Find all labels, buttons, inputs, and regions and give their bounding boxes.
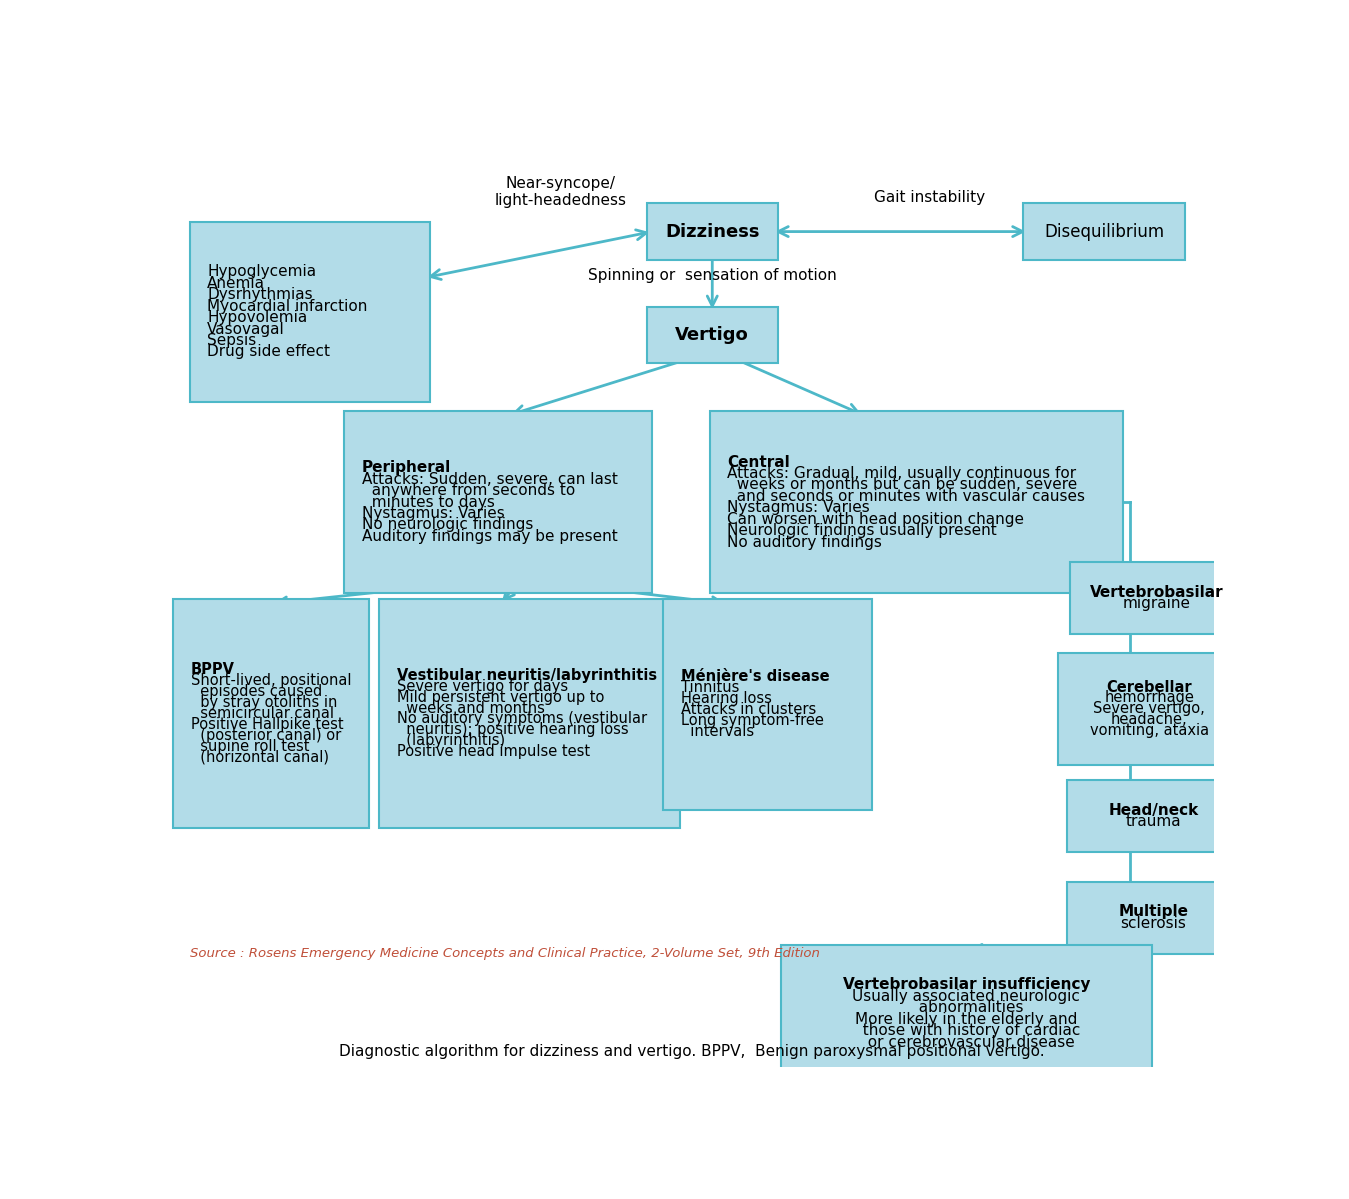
- Text: Attacks in clusters: Attacks in clusters: [681, 703, 816, 717]
- Text: Positive head impulse test: Positive head impulse test: [397, 745, 590, 759]
- FancyBboxPatch shape: [1067, 781, 1240, 852]
- FancyBboxPatch shape: [664, 600, 873, 809]
- Text: Neurologic findings usually present: Neurologic findings usually present: [727, 523, 997, 538]
- Text: Hypovolemia: Hypovolemia: [208, 311, 308, 325]
- Text: Myocardial infarction: Myocardial infarction: [208, 299, 368, 314]
- Text: Mild persistent vertigo up to: Mild persistent vertigo up to: [397, 689, 604, 705]
- Text: intervals: intervals: [681, 724, 754, 739]
- Text: weeks and months: weeks and months: [397, 700, 545, 716]
- Text: hemorrhage: hemorrhage: [1105, 691, 1194, 705]
- Text: semicircular canal: semicircular canal: [190, 706, 333, 721]
- Text: Auditory findings may be present: Auditory findings may be present: [362, 529, 618, 544]
- Text: Nystagmus: Varies: Nystagmus: Varies: [727, 500, 870, 516]
- Text: (horizontal canal): (horizontal canal): [190, 749, 329, 765]
- Text: Positive Hallpike test: Positive Hallpike test: [190, 717, 343, 731]
- Text: minutes to days: minutes to days: [362, 495, 494, 510]
- Text: migraine: migraine: [1122, 596, 1191, 611]
- Text: Vasovagal: Vasovagal: [208, 321, 285, 337]
- FancyBboxPatch shape: [1070, 562, 1242, 634]
- Text: sclerosis: sclerosis: [1121, 916, 1186, 930]
- Text: Multiple: Multiple: [1118, 904, 1188, 920]
- FancyBboxPatch shape: [1058, 652, 1241, 765]
- Text: by stray otoliths in: by stray otoliths in: [190, 695, 337, 710]
- Text: and seconds or minutes with vascular causes: and seconds or minutes with vascular cau…: [727, 489, 1086, 504]
- Text: Nystagmus: Varies: Nystagmus: Varies: [362, 506, 505, 522]
- Text: neuritis); positive hearing loss: neuritis); positive hearing loss: [397, 722, 629, 737]
- Text: Near-syncope/
light-headedness: Near-syncope/ light-headedness: [495, 176, 627, 209]
- Text: Tinnitus: Tinnitus: [681, 680, 739, 695]
- FancyBboxPatch shape: [1067, 881, 1240, 953]
- Text: Hypoglycemia: Hypoglycemia: [208, 265, 317, 279]
- Text: Severe vertigo for days: Severe vertigo for days: [397, 679, 568, 694]
- Text: trauma: trauma: [1125, 814, 1182, 830]
- Text: Dizziness: Dizziness: [665, 223, 759, 241]
- FancyBboxPatch shape: [189, 222, 430, 402]
- Text: No neurologic findings: No neurologic findings: [362, 518, 533, 532]
- Text: Spinning or  sensation of motion: Spinning or sensation of motion: [588, 269, 836, 283]
- Text: abnormalities: abnormalities: [909, 1000, 1024, 1016]
- Text: vomiting, ataxia: vomiting, ataxia: [1090, 723, 1209, 739]
- Text: Vertigo: Vertigo: [676, 326, 749, 344]
- Text: Central: Central: [727, 454, 791, 470]
- Text: weeks or months but can be sudden, severe: weeks or months but can be sudden, sever…: [727, 477, 1078, 493]
- Text: Head/neck: Head/neck: [1109, 803, 1199, 818]
- Text: More likely in the elderly and: More likely in the elderly and: [855, 1012, 1078, 1026]
- FancyBboxPatch shape: [781, 945, 1152, 1081]
- Text: Drug side effect: Drug side effect: [208, 344, 331, 360]
- Text: Vertebrobasilar: Vertebrobasilar: [1090, 585, 1224, 600]
- Text: Diagnostic algorithm for dizziness and vertigo. BPPV,  Benign paroxysmal positio: Diagnostic algorithm for dizziness and v…: [339, 1044, 1044, 1059]
- Text: Sepsis: Sepsis: [208, 333, 256, 348]
- Text: Dysrhythmias: Dysrhythmias: [208, 288, 313, 302]
- Text: Cerebellar: Cerebellar: [1106, 680, 1193, 694]
- Text: No auditory findings: No auditory findings: [727, 535, 882, 549]
- Text: Disequilibrium: Disequilibrium: [1044, 223, 1164, 241]
- Text: Vestibular neuritis/labyrinthitis: Vestibular neuritis/labyrinthitis: [397, 668, 657, 682]
- Text: Gait instability: Gait instability: [874, 189, 985, 205]
- FancyBboxPatch shape: [648, 203, 777, 260]
- Text: Vertebrobasilar insufficiency: Vertebrobasilar insufficiency: [843, 977, 1090, 993]
- Text: Hearing loss: Hearing loss: [681, 692, 772, 706]
- FancyBboxPatch shape: [344, 411, 652, 594]
- Text: Usually associated neurologic: Usually associated neurologic: [853, 989, 1081, 1004]
- Text: Long symptom-free: Long symptom-free: [681, 713, 824, 728]
- Text: Severe vertigo,: Severe vertigo,: [1094, 701, 1205, 716]
- Text: No auditory symptoms (vestibular: No auditory symptoms (vestibular: [397, 711, 646, 727]
- Text: Anemia: Anemia: [208, 276, 266, 291]
- Text: Ménière's disease: Ménière's disease: [681, 669, 830, 685]
- Text: Attacks: Sudden, severe, can last: Attacks: Sudden, severe, can last: [362, 471, 618, 487]
- FancyBboxPatch shape: [710, 411, 1122, 594]
- Text: anywhere from seconds to: anywhere from seconds to: [362, 483, 575, 498]
- Text: Source : Rosens Emergency Medicine Concepts and Clinical Practice, 2-Volume Set,: Source : Rosens Emergency Medicine Conce…: [189, 947, 819, 960]
- Text: Short-lived, positional: Short-lived, positional: [190, 674, 351, 688]
- FancyBboxPatch shape: [648, 307, 777, 362]
- Text: supine roll test: supine roll test: [190, 739, 309, 754]
- Text: (posterior canal) or: (posterior canal) or: [190, 728, 341, 743]
- Text: Attacks: Gradual, mild, usually continuous for: Attacks: Gradual, mild, usually continuo…: [727, 466, 1077, 481]
- FancyBboxPatch shape: [379, 600, 680, 829]
- Text: Peripheral: Peripheral: [362, 460, 451, 475]
- Text: episodes caused: episodes caused: [190, 685, 322, 699]
- FancyBboxPatch shape: [173, 600, 370, 829]
- Text: those with history of cardiac: those with history of cardiac: [853, 1023, 1081, 1038]
- Text: headache,: headache,: [1112, 712, 1187, 728]
- Text: (labyrinthitis): (labyrinthitis): [397, 734, 505, 748]
- Text: BPPV: BPPV: [190, 662, 235, 677]
- Text: or cerebrovascular disease: or cerebrovascular disease: [858, 1035, 1075, 1049]
- FancyBboxPatch shape: [1024, 203, 1186, 260]
- Text: Can worsen with head position change: Can worsen with head position change: [727, 512, 1024, 526]
